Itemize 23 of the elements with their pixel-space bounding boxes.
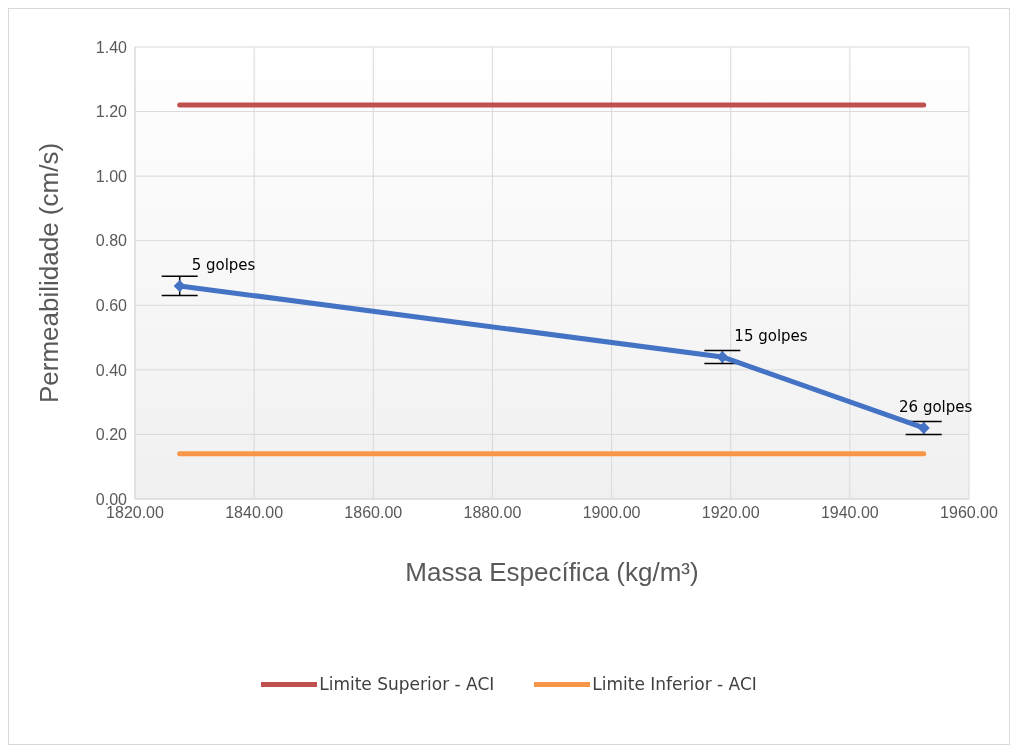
legend-label: Limite Superior - ACI [319, 674, 495, 694]
x-axis-title: Massa Específica (kg/m³) [405, 557, 699, 587]
annotation: 26 golpes [899, 397, 973, 416]
x-tick-label: 1920.00 [701, 504, 760, 522]
x-tick-label: 1840.00 [225, 504, 284, 522]
x-tick-label: 1880.00 [463, 504, 522, 522]
y-tick-label: 0.20 [95, 426, 128, 444]
x-tick-label: 1900.00 [582, 504, 641, 522]
y-tick-label: 0.80 [95, 232, 128, 250]
x-tick-label: 1820.00 [106, 504, 165, 522]
legend-label: Limite Inferior - ACI [592, 674, 757, 694]
x-tick-label: 1940.00 [820, 504, 879, 522]
x-tick-label: 1860.00 [344, 504, 403, 522]
point [917, 421, 930, 434]
y-tick-label: 0.40 [95, 361, 128, 379]
y-axis-title: Permeabilidade (cm/s) [34, 142, 65, 404]
y-tick-label: 0.60 [95, 296, 128, 314]
y-tick-label: 1.20 [95, 103, 128, 121]
annotation: 15 golpes [734, 326, 808, 345]
y-tick-label: 1.40 [95, 38, 128, 56]
y-tick-label: 1.00 [95, 167, 128, 185]
x-tick-label: 1960.00 [940, 504, 999, 522]
annotation: 5 golpes [191, 255, 256, 274]
